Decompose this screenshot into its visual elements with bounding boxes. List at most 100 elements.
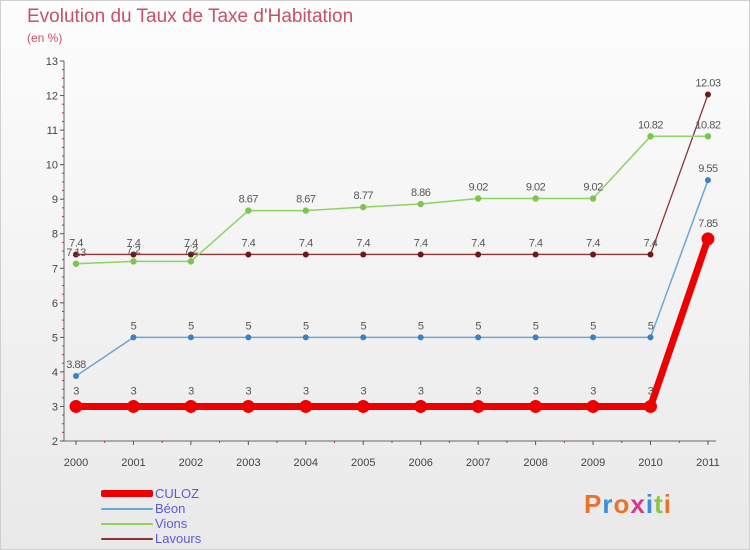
data-point-lavours — [130, 251, 137, 258]
data-label-beon: 5 — [360, 320, 366, 332]
data-label-vions: 7.2 — [127, 244, 141, 256]
x-tick-label: 2000 — [64, 457, 88, 469]
data-point-vions — [187, 258, 195, 265]
data-label-lavours: 7.4 — [414, 237, 428, 249]
x-tick-label: 2008 — [523, 457, 547, 469]
data-point-vions — [417, 200, 424, 208]
data-point-vions — [130, 258, 137, 265]
chart-title: Evolution du Taux de Taxe d'Habitation — [27, 6, 354, 27]
data-point-culoz — [356, 399, 370, 413]
data-point-beon — [475, 334, 482, 341]
legend-swatch-lavours — [101, 538, 153, 540]
series-line-lavours — [75, 93, 709, 256]
data-label-culoz: 3 — [246, 385, 252, 397]
data-label-culoz: 3 — [188, 385, 194, 397]
x-tick-label: 2001 — [121, 457, 145, 469]
legend-label: Vions — [155, 516, 188, 531]
data-label-culoz: 3 — [131, 385, 137, 397]
data-point-culoz — [471, 399, 485, 413]
y-tick-label: 13 — [46, 56, 58, 68]
data-label-beon: 5 — [590, 320, 596, 332]
data-point-beon — [704, 177, 711, 184]
logo-letter: i — [663, 489, 672, 519]
y-tick-label: 11 — [47, 125, 58, 137]
data-point-vions — [245, 207, 252, 214]
data-label-vions: 10.82 — [638, 119, 663, 131]
data-label-lavours: 7.4 — [184, 237, 198, 249]
data-label-lavours: 12.03 — [695, 78, 720, 90]
data-point-vions — [589, 195, 597, 202]
data-label-lavours: 7.4 — [69, 237, 83, 249]
data-label-lavours: 7.4 — [644, 237, 658, 249]
logo-letter: r — [602, 489, 614, 519]
series-line-culoz — [72, 235, 712, 410]
data-label-lavours: 7.4 — [529, 237, 543, 249]
data-point-beon — [647, 334, 654, 341]
x-tick-label: 2002 — [179, 457, 203, 469]
data-label-culoz: 3 — [590, 385, 596, 397]
data-point-lavours — [245, 251, 252, 258]
data-point-culoz — [184, 399, 198, 413]
y-tick-label: 5 — [52, 332, 58, 344]
data-label-culoz: 3 — [533, 385, 539, 397]
logo-letter: o — [613, 489, 631, 519]
legend-swatch-culoz — [101, 490, 153, 497]
y-tick-label: 9 — [52, 194, 58, 206]
y-tick-label: 8 — [52, 229, 58, 241]
data-label-culoz: 3 — [360, 385, 366, 397]
data-label-culoz: 3 — [73, 385, 79, 397]
proxiti-logo: Proxiti — [584, 489, 672, 520]
logo-letter: x — [630, 489, 646, 519]
data-label-lavours: 7.4 — [471, 237, 485, 249]
data-point-beon — [245, 334, 252, 341]
data-label-culoz: 3 — [303, 385, 309, 397]
data-point-beon — [302, 334, 309, 341]
data-label-vions: 9.02 — [468, 181, 488, 193]
logo-letter: P — [584, 489, 603, 519]
data-point-vions — [532, 195, 539, 202]
data-point-culoz — [241, 399, 255, 413]
data-point-vions — [302, 207, 309, 214]
y-tick-label: 12 — [46, 91, 58, 103]
data-point-lavours — [417, 251, 424, 258]
data-point-vions — [647, 133, 654, 140]
y-tick-label: 3 — [52, 401, 58, 413]
x-tick-label: 2003 — [236, 457, 260, 469]
data-point-beon — [73, 373, 79, 380]
data-label-beon: 9.55 — [698, 163, 718, 175]
data-label-vions: 8.77 — [354, 190, 374, 202]
data-label-beon: 5 — [418, 320, 424, 332]
data-point-culoz — [644, 399, 657, 413]
data-label-vions: 9.02 — [583, 181, 603, 193]
data-label-culoz: 3 — [648, 385, 654, 397]
data-point-beon — [590, 334, 597, 341]
data-point-beon — [532, 334, 539, 341]
data-point-culoz — [69, 399, 83, 413]
y-tick-label: 4 — [52, 367, 58, 379]
data-point-vions — [360, 203, 367, 211]
data-point-culoz — [414, 399, 428, 413]
data-label-vions: 8.67 — [296, 194, 316, 206]
data-point-lavours — [704, 91, 711, 98]
data-label-beon: 5 — [533, 320, 539, 332]
data-label-beon: 3.88 — [66, 359, 86, 371]
y-tick-label: 10 — [46, 160, 58, 172]
data-point-culoz — [126, 399, 140, 413]
data-point-vions — [72, 260, 80, 267]
data-point-culoz — [529, 399, 543, 413]
x-tick-label: 2011 — [696, 457, 720, 469]
data-point-vions — [704, 133, 712, 140]
x-tick-label: 2009 — [581, 457, 605, 469]
x-tick-label: 2004 — [294, 457, 318, 469]
legend-swatch-vions — [101, 523, 153, 525]
x-tick-label: 2005 — [351, 457, 375, 469]
chart-subtitle: (en %) — [27, 31, 63, 45]
data-label-vions: 8.86 — [411, 187, 431, 199]
y-tick-label: 7 — [52, 263, 58, 275]
data-point-culoz — [701, 232, 715, 246]
data-label-beon: 5 — [188, 320, 194, 332]
x-tick-label: 2010 — [638, 457, 662, 469]
data-label-lavours: 7.4 — [586, 237, 600, 249]
data-label-beon: 5 — [648, 320, 654, 332]
